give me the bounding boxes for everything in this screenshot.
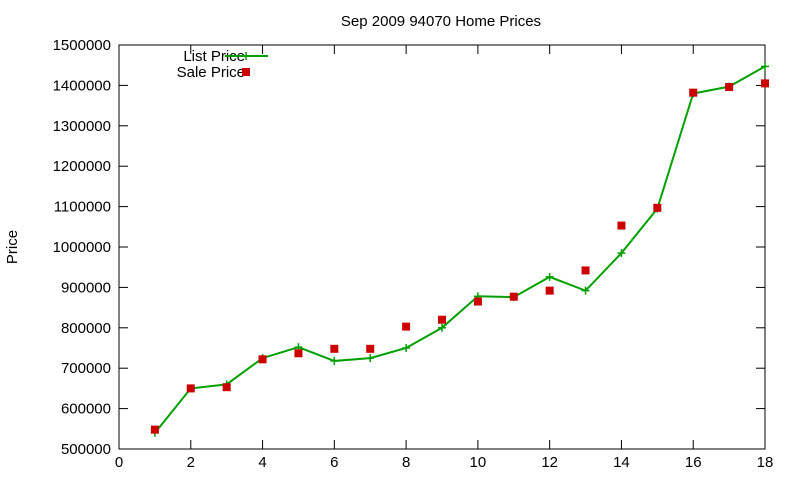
y-tick-label: 1100000 bbox=[54, 199, 111, 216]
list-price-point bbox=[366, 354, 375, 363]
x-tick-label: 10 bbox=[470, 454, 487, 471]
plot-frame bbox=[118, 44, 766, 450]
list-price-point bbox=[581, 286, 590, 295]
sale-price-point bbox=[545, 286, 554, 295]
y-tick-label: 1500000 bbox=[53, 37, 111, 54]
x-tick-label: 2 bbox=[187, 454, 195, 471]
y-tick-label: 700000 bbox=[61, 360, 111, 377]
list-price-point bbox=[402, 344, 411, 352]
sale-price-point bbox=[725, 83, 734, 92]
sale-price-point bbox=[473, 297, 482, 306]
chart-title: Sep 2009 94070 Home Prices bbox=[341, 13, 541, 30]
y-tick-label: 1200000 bbox=[53, 158, 111, 175]
legend-label-list-price: List Price bbox=[183, 48, 245, 65]
list-price-point bbox=[761, 62, 769, 71]
y-tick-label: 1000000 bbox=[53, 239, 111, 256]
x-tick-label: 14 bbox=[613, 454, 630, 471]
sale-price-point bbox=[258, 355, 267, 364]
legend-marker-list-price bbox=[242, 52, 250, 60]
sale-price-point bbox=[509, 292, 518, 301]
x-tick-label: 18 bbox=[757, 454, 774, 471]
sale-price-point bbox=[222, 383, 231, 392]
sale-price-point bbox=[366, 344, 375, 353]
y-tick-label: 600000 bbox=[61, 401, 111, 418]
y-tick-label: 1300000 bbox=[53, 118, 111, 135]
y-tick-label: 500000 bbox=[61, 441, 111, 458]
sale-price-point bbox=[581, 266, 590, 275]
sale-price-point bbox=[617, 221, 626, 230]
sale-price-point bbox=[150, 425, 159, 434]
list-price-line bbox=[154, 65, 766, 434]
sale-price-point bbox=[761, 79, 769, 88]
sale-price-point bbox=[438, 315, 446, 324]
x-tick-label: 4 bbox=[258, 454, 266, 471]
sale-price-point bbox=[330, 344, 339, 353]
list-price-point bbox=[617, 249, 626, 258]
sale-price-point bbox=[689, 88, 698, 97]
y-tick-label: 900000 bbox=[61, 279, 111, 296]
list-price-point bbox=[330, 356, 339, 365]
x-tick-label: 6 bbox=[330, 454, 338, 471]
x-tick-label: 8 bbox=[402, 454, 410, 471]
legend-marker-sale-price bbox=[242, 68, 250, 76]
sale-price-point bbox=[186, 384, 195, 393]
plot-area: 0 2 4 6 8 10 12 14 16 18 500000 600000 700000 800000 9… bbox=[53, 37, 774, 471]
x-tick-label: 0 bbox=[115, 454, 123, 471]
y-tick-label: 1400000 bbox=[53, 77, 111, 94]
list-price-point bbox=[545, 272, 554, 281]
legend-label-sale-price: Sale Price bbox=[177, 64, 245, 81]
sale-price-point bbox=[402, 322, 411, 331]
sale-price-point bbox=[653, 203, 662, 212]
sale-price-point bbox=[294, 349, 303, 358]
x-tick-label: 16 bbox=[685, 454, 702, 471]
list-price-point bbox=[438, 323, 446, 332]
y-tick-label: 800000 bbox=[61, 320, 111, 337]
y-axis-label: Price bbox=[4, 230, 21, 264]
x-tick-label: 12 bbox=[541, 454, 558, 471]
